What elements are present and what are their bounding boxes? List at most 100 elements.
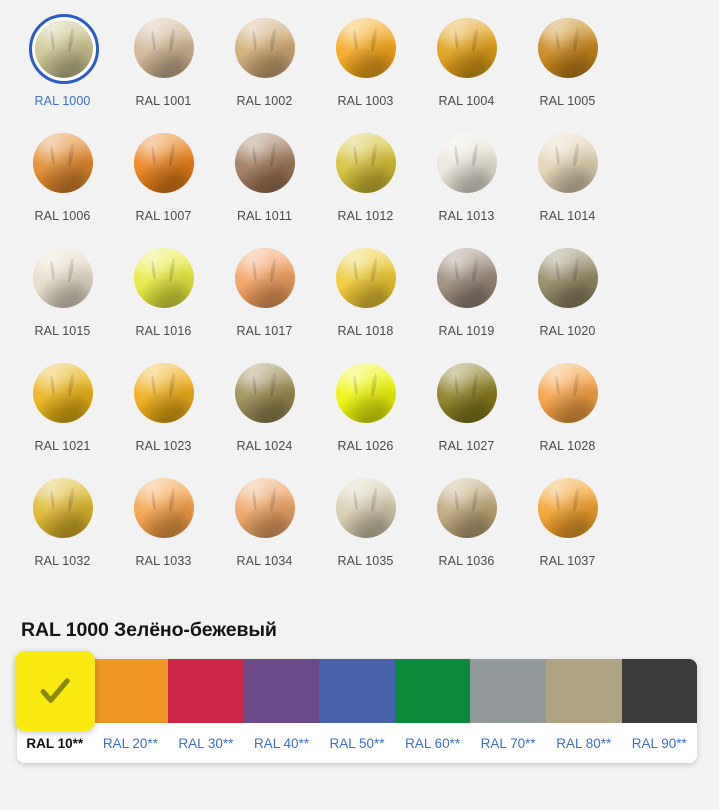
color-swatch-ral-1017[interactable]: RAL 1017 <box>214 242 315 357</box>
color-swatch-ral-1019[interactable]: RAL 1019 <box>416 242 517 357</box>
palette-group-label[interactable]: RAL 60** <box>405 735 461 751</box>
color-sphere[interactable] <box>27 357 99 429</box>
color-sphere[interactable] <box>330 242 402 314</box>
color-swatch-ral-1021[interactable]: RAL 1021 <box>12 357 113 472</box>
color-swatch-ral-1035[interactable]: RAL 1035 <box>315 472 416 587</box>
color-sphere[interactable] <box>431 357 503 429</box>
sphere-highlight-streaks <box>336 248 396 308</box>
color-swatch-ral-1000[interactable]: RAL 1000 <box>12 12 113 127</box>
color-swatch-ral-1012[interactable]: RAL 1012 <box>315 127 416 242</box>
color-swatch-ral-1027[interactable]: RAL 1027 <box>416 357 517 472</box>
color-sphere[interactable] <box>532 357 604 429</box>
sphere-body <box>133 363 194 423</box>
color-swatch-ral-1014[interactable]: RAL 1014 <box>517 127 618 242</box>
color-sphere[interactable] <box>431 242 503 314</box>
palette-group-label[interactable]: RAL 30** <box>178 735 234 751</box>
color-swatch-ral-1036[interactable]: RAL 1036 <box>416 472 517 587</box>
palette-group-RAL80[interactable] <box>545 659 622 723</box>
color-swatch-ral-1011[interactable]: RAL 1011 <box>214 127 315 242</box>
color-swatch-ral-1016[interactable]: RAL 1016 <box>113 242 214 357</box>
color-swatch-ral-1018[interactable]: RAL 1018 <box>315 242 416 357</box>
color-swatch-ral-1034[interactable]: RAL 1034 <box>214 472 315 587</box>
palette-group-label[interactable]: RAL 20** <box>102 735 158 751</box>
color-sphere[interactable] <box>532 12 604 84</box>
color-sphere[interactable] <box>431 127 503 199</box>
color-swatch-ral-1003[interactable]: RAL 1003 <box>315 12 416 127</box>
palette-group-RAL60[interactable] <box>394 659 471 723</box>
swatch-row: RAL 1000 RAL 1001 RAL 1002 RAL 1003 RAL 1004… <box>0 12 719 127</box>
palette-group-label[interactable]: RAL 50** <box>329 735 385 751</box>
palette-group-label[interactable]: RAL 70** <box>480 735 536 751</box>
color-swatch-ral-1004[interactable]: RAL 1004 <box>416 12 517 127</box>
sphere-highlight-streaks <box>538 133 598 193</box>
palette-group-RAL70[interactable] <box>470 659 546 723</box>
color-sphere[interactable] <box>532 242 604 314</box>
sphere-highlight-streaks <box>235 478 295 538</box>
palette-group-label[interactable]: RAL 40** <box>253 735 309 751</box>
sphere-highlight-streaks <box>33 133 93 193</box>
color-sphere[interactable] <box>532 127 604 199</box>
color-sphere[interactable] <box>229 357 301 429</box>
color-swatch-ral-1001[interactable]: RAL 1001 <box>113 12 214 127</box>
palette-group-RAL40[interactable] <box>243 659 320 723</box>
color-sphere[interactable] <box>27 472 99 544</box>
color-sphere[interactable] <box>27 242 99 314</box>
color-swatch-ral-1032[interactable]: RAL 1032 <box>12 472 113 587</box>
color-sphere[interactable] <box>229 127 301 199</box>
color-sphere[interactable] <box>229 12 301 84</box>
palette-group-RAL90[interactable] <box>621 659 698 723</box>
sphere-body <box>133 18 194 78</box>
color-sphere[interactable] <box>330 12 402 84</box>
palette-color-chip[interactable] <box>470 659 546 723</box>
palette-group-RAL10[interactable] <box>15 651 95 731</box>
color-swatch-ral-1002[interactable]: RAL 1002 <box>214 12 315 127</box>
color-swatch-ral-1037[interactable]: RAL 1037 <box>517 472 618 587</box>
color-sphere[interactable] <box>431 472 503 544</box>
palette-color-chip[interactable] <box>545 659 622 723</box>
palette-group-RAL30[interactable] <box>168 659 244 723</box>
color-swatch-ral-1028[interactable]: RAL 1028 <box>517 357 618 472</box>
palette-group-label[interactable]: RAL 10** <box>26 735 84 751</box>
color-swatch-ral-1005[interactable]: RAL 1005 <box>517 12 618 127</box>
color-swatch-ral-1026[interactable]: RAL 1026 <box>315 357 416 472</box>
color-sphere-selected[interactable] <box>27 12 99 84</box>
color-sphere[interactable] <box>330 127 402 199</box>
color-sphere[interactable] <box>128 357 200 429</box>
color-swatch-ral-1023[interactable]: RAL 1023 <box>113 357 214 472</box>
palette-color-chip[interactable] <box>168 659 244 723</box>
color-sphere[interactable] <box>431 12 503 84</box>
color-sphere[interactable] <box>532 472 604 544</box>
palette-color-chip[interactable] <box>319 659 395 723</box>
palette-color-chip[interactable] <box>394 659 471 723</box>
color-sphere[interactable] <box>229 242 301 314</box>
sphere-body <box>335 363 396 423</box>
palette-group-RAL50[interactable] <box>319 659 395 723</box>
color-swatch-ral-1024[interactable]: RAL 1024 <box>214 357 315 472</box>
color-swatch-ral-1015[interactable]: RAL 1015 <box>12 242 113 357</box>
palette-group-label[interactable]: RAL 90** <box>631 735 687 751</box>
color-swatch-ral-1033[interactable]: RAL 1033 <box>113 472 214 587</box>
palette-color-chip[interactable] <box>621 659 698 723</box>
color-swatch-ral-1013[interactable]: RAL 1013 <box>416 127 517 242</box>
color-swatch-ral-1007[interactable]: RAL 1007 <box>113 127 214 242</box>
palette-group-RAL20[interactable] <box>92 659 169 723</box>
color-sphere[interactable] <box>27 127 99 199</box>
swatch-label: RAL 1024 <box>236 439 293 453</box>
color-sphere[interactable] <box>128 472 200 544</box>
color-swatch-ral-1006[interactable]: RAL 1006 <box>12 127 113 242</box>
color-sphere[interactable] <box>128 242 200 314</box>
palette-color-chip[interactable] <box>15 651 95 731</box>
color-sphere[interactable] <box>128 12 200 84</box>
color-sphere[interactable] <box>330 357 402 429</box>
palette-label-strip: RAL 10** RAL 20** RAL 30** RAL 40** RAL 50**… <box>17 723 697 763</box>
color-sphere[interactable] <box>229 472 301 544</box>
sphere-body <box>234 363 295 423</box>
palette-group-label[interactable]: RAL 80** <box>556 735 612 751</box>
color-swatch-ral-1020[interactable]: RAL 1020 <box>517 242 618 357</box>
color-sphere[interactable] <box>330 472 402 544</box>
swatch-label: RAL 1033 <box>135 554 192 568</box>
palette-color-chip[interactable] <box>92 659 169 723</box>
sphere-body <box>537 18 598 78</box>
palette-color-chip[interactable] <box>243 659 320 723</box>
color-sphere[interactable] <box>128 127 200 199</box>
